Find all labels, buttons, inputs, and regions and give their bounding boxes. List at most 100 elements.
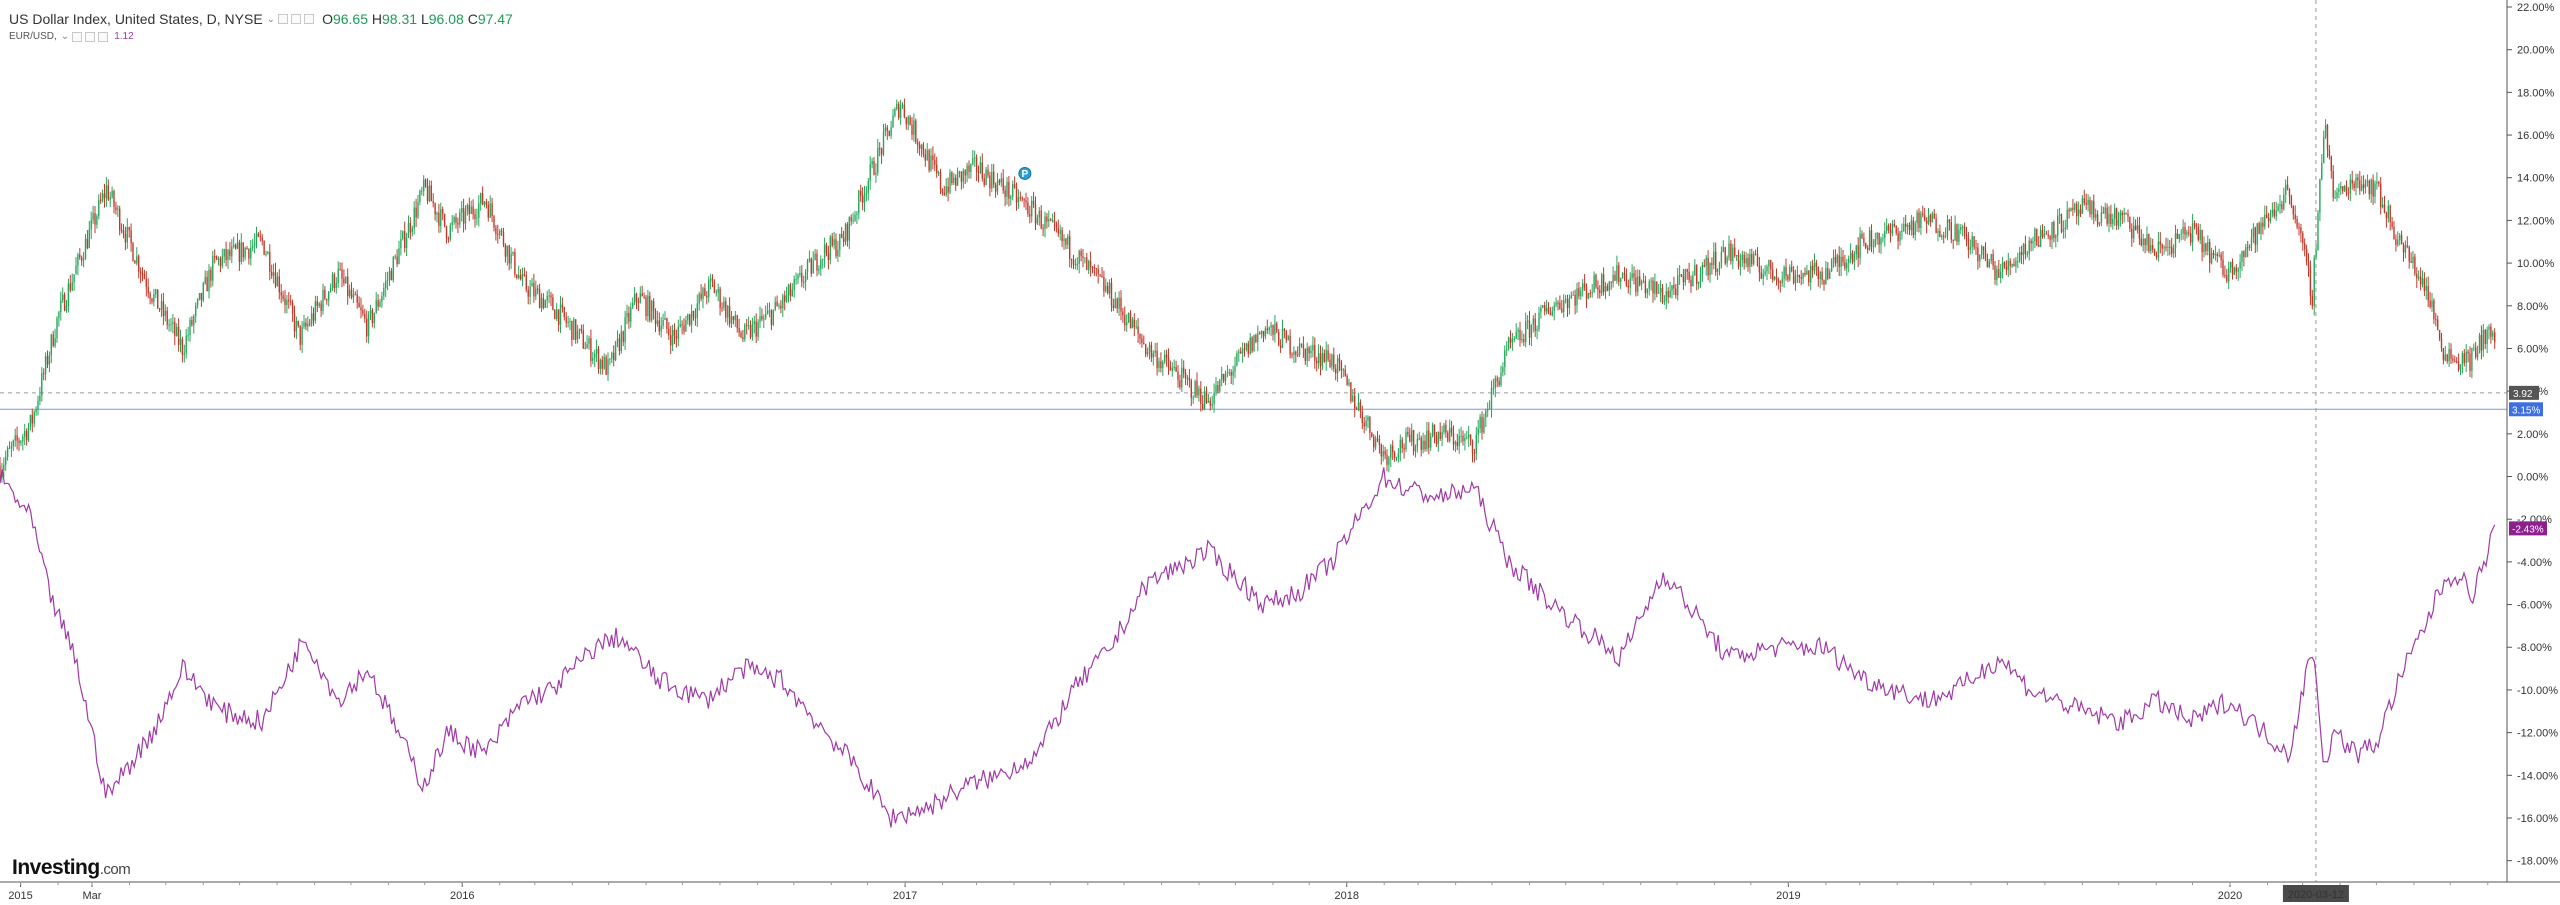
candle-body — [1485, 410, 1487, 418]
candle-body — [2383, 204, 2386, 214]
candle-body — [103, 193, 106, 199]
candle-body — [1131, 319, 1134, 329]
candle-body — [700, 293, 702, 299]
candle-body — [951, 172, 953, 183]
candle-body — [2248, 244, 2251, 249]
candle-body — [1876, 232, 1878, 240]
candle-body — [2404, 245, 2407, 253]
candle — [2070, 207, 2072, 212]
candle-body — [5, 457, 7, 465]
candle — [2313, 254, 2315, 316]
candle — [373, 312, 375, 329]
candle-body — [2222, 259, 2224, 276]
y-tick-label: 12.00% — [2517, 215, 2555, 227]
candle-body — [1585, 287, 1588, 299]
candle-body — [556, 309, 558, 320]
candle-body — [890, 127, 892, 136]
settings-icon[interactable] — [291, 14, 302, 24]
candle-body — [212, 256, 214, 281]
candle-body — [2475, 347, 2477, 358]
candle-body — [816, 253, 818, 271]
candle — [299, 325, 301, 351]
candle-body — [2446, 354, 2448, 362]
candle-body — [2421, 278, 2424, 285]
eye-icon[interactable] — [278, 14, 289, 24]
candle — [677, 319, 679, 347]
candle-body — [2484, 329, 2486, 344]
candle-body — [1933, 213, 1935, 219]
close-icon[interactable] — [98, 31, 109, 42]
x-tick-label: 2018 — [1334, 890, 1358, 902]
candle-body — [1089, 260, 1092, 268]
candle-body — [861, 196, 864, 203]
candle — [1038, 207, 1040, 226]
candle — [419, 189, 421, 206]
candle-body — [1834, 257, 1837, 264]
close-icon[interactable] — [304, 14, 315, 24]
candle — [673, 323, 676, 345]
settings-icon[interactable] — [85, 31, 96, 42]
candle-body — [1521, 339, 1523, 341]
candle — [755, 313, 757, 343]
candle — [2203, 236, 2205, 258]
candle-body — [791, 289, 793, 296]
candle — [1962, 224, 1964, 237]
candle-body — [632, 303, 634, 308]
candle — [2378, 180, 2380, 187]
candle-body — [2427, 286, 2429, 301]
candle — [1739, 253, 1742, 276]
candle-body — [2045, 233, 2047, 235]
candle — [939, 168, 942, 194]
candle-body — [2250, 236, 2253, 245]
candle — [546, 290, 548, 309]
eye-icon[interactable] — [72, 31, 83, 42]
candle-body — [2001, 262, 2004, 272]
candle — [6, 445, 9, 461]
candle-body — [1232, 371, 1234, 376]
candle-body — [282, 295, 284, 299]
candle-body — [1008, 181, 1010, 199]
candle — [2283, 187, 2285, 211]
candle — [466, 203, 469, 216]
candle-body — [1384, 450, 1386, 455]
candle — [2007, 252, 2009, 277]
legend-main-series[interactable]: US Dollar Index, United States, D, NYSE … — [9, 11, 513, 27]
candle-body — [2108, 213, 2110, 224]
candle — [2376, 172, 2378, 190]
candle — [2102, 206, 2104, 214]
candle — [567, 315, 569, 328]
candle-body — [626, 312, 628, 318]
legend-compare-series[interactable]: EUR/USD, ⌄ 1.12 — [9, 31, 134, 42]
candle-body — [1984, 250, 1987, 259]
candle-body — [884, 127, 887, 132]
candle-body — [1661, 288, 1664, 303]
candle — [1105, 278, 1107, 293]
candle — [2321, 154, 2323, 181]
candle-body — [2157, 241, 2160, 258]
candle — [1441, 425, 1443, 447]
candle-body — [835, 239, 837, 257]
candle — [1433, 424, 1436, 444]
candle-body — [945, 186, 947, 195]
candle — [339, 262, 341, 271]
candle — [905, 117, 907, 130]
candle-body — [2290, 196, 2293, 206]
candle — [1544, 301, 1546, 316]
candle — [2393, 221, 2395, 240]
candle-body — [1994, 265, 1996, 280]
candle — [1355, 406, 1358, 410]
candle — [1998, 259, 2000, 279]
candle — [1260, 330, 1263, 339]
candle-body — [1135, 326, 1137, 328]
candle — [1899, 230, 1901, 246]
candle — [1948, 219, 1951, 231]
candle-body — [174, 322, 176, 336]
candle-body — [434, 203, 436, 215]
candle-body — [2326, 124, 2329, 150]
usd-index-candles — [0, 98, 2496, 483]
chevron-down-icon[interactable]: ⌄ — [60, 31, 70, 42]
candle — [582, 324, 584, 350]
candle-body — [1986, 258, 1989, 268]
chevron-down-icon[interactable]: ⌄ — [266, 13, 276, 25]
